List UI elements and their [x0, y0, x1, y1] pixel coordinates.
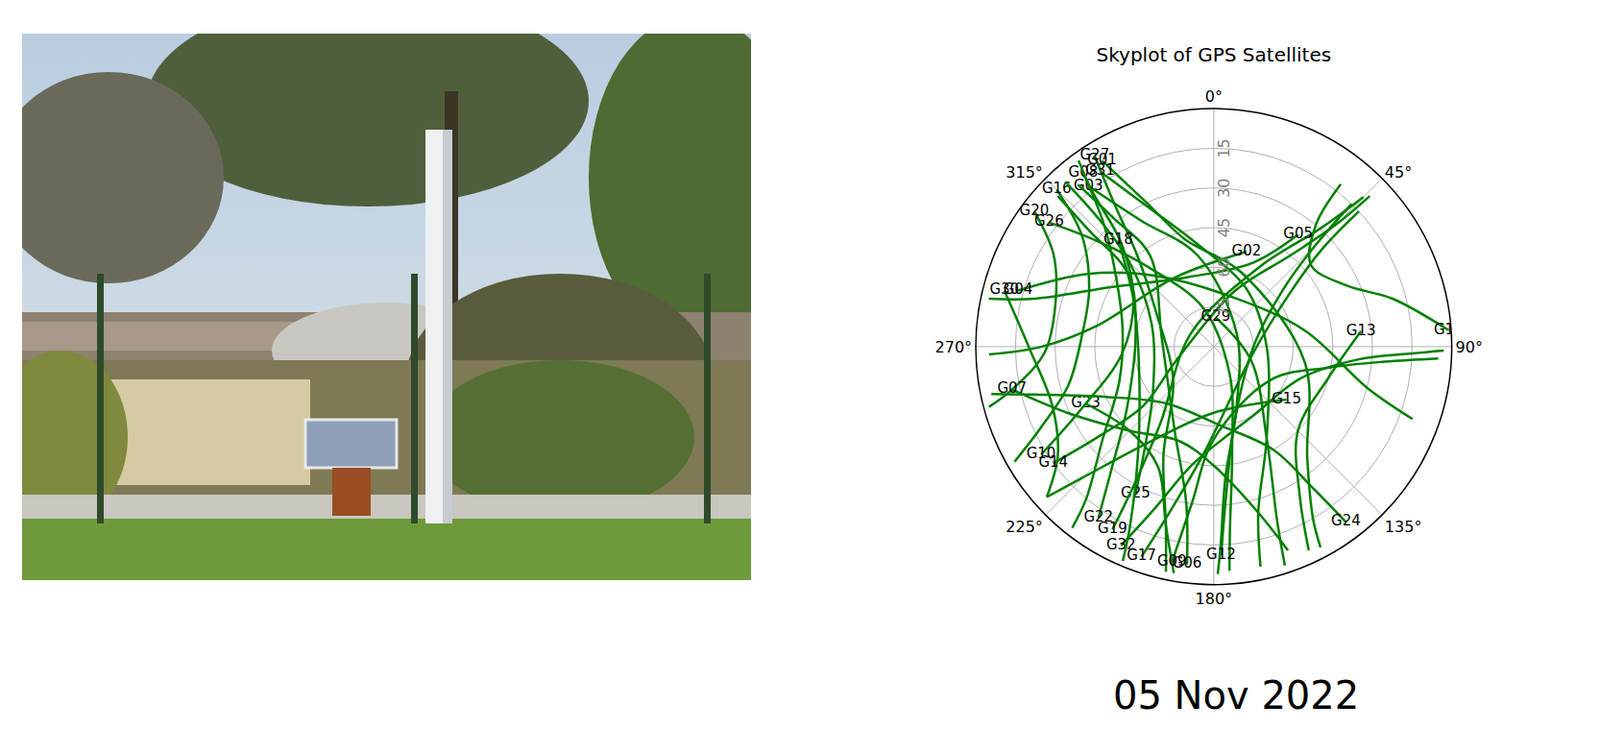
svg-text:0°: 0° — [1205, 87, 1223, 106]
svg-text:45: 45 — [1214, 218, 1234, 238]
svg-text:G22: G22 — [1083, 508, 1114, 526]
svg-text:05 Nov 2022: 05 Nov 2022 — [1113, 673, 1359, 718]
svg-text:G19: G19 — [1097, 519, 1128, 537]
svg-text:30: 30 — [1214, 178, 1234, 198]
svg-text:G11: G11 — [1433, 320, 1464, 339]
svg-text:G10: G10 — [1026, 444, 1057, 462]
svg-text:G17: G17 — [1126, 546, 1157, 564]
svg-text:270°: 270° — [935, 338, 973, 357]
svg-text:75: 75 — [1214, 296, 1234, 316]
svg-text:G25: G25 — [1120, 484, 1151, 502]
svg-text:G08: G08 — [1068, 163, 1099, 181]
svg-text:G13: G13 — [1346, 321, 1377, 340]
svg-text:G05: G05 — [1283, 224, 1313, 243]
svg-text:G06: G06 — [1172, 554, 1203, 572]
svg-text:G26: G26 — [1034, 212, 1065, 230]
svg-text:G09: G09 — [1157, 552, 1188, 570]
svg-text:315°: 315° — [1005, 163, 1043, 182]
svg-text:45°: 45° — [1384, 163, 1412, 182]
svg-text:G01: G01 — [1087, 150, 1117, 169]
svg-text:G32: G32 — [1106, 535, 1137, 554]
svg-text:G18: G18 — [1103, 230, 1134, 248]
svg-text:G30: G30 — [989, 280, 1019, 298]
svg-text:G16: G16 — [1042, 179, 1072, 197]
svg-text:G24: G24 — [1331, 511, 1361, 530]
svg-text:G02: G02 — [1232, 242, 1262, 260]
svg-text:G15: G15 — [1271, 389, 1302, 408]
svg-text:Skyplot of GPS Satellites: Skyplot of GPS Satellites — [1096, 43, 1333, 67]
svg-text:G03: G03 — [1073, 176, 1104, 194]
svg-text:225°: 225° — [1005, 517, 1043, 536]
svg-text:180°: 180° — [1195, 589, 1234, 608]
svg-text:90°: 90° — [1455, 338, 1483, 357]
svg-text:15: 15 — [1214, 138, 1234, 158]
svg-text:G14: G14 — [1038, 453, 1068, 471]
svg-text:G31: G31 — [1085, 161, 1116, 179]
svg-text:G27: G27 — [1079, 145, 1110, 164]
svg-text:60: 60 — [1214, 257, 1234, 277]
svg-text:G29: G29 — [1201, 307, 1232, 325]
svg-text:G12: G12 — [1206, 545, 1237, 563]
svg-text:G07: G07 — [996, 379, 1027, 397]
svg-text:G20: G20 — [1019, 201, 1050, 219]
svg-text:G23: G23 — [1070, 393, 1101, 412]
svg-text:G04: G04 — [1003, 280, 1034, 298]
svg-text:135°: 135° — [1384, 517, 1423, 536]
